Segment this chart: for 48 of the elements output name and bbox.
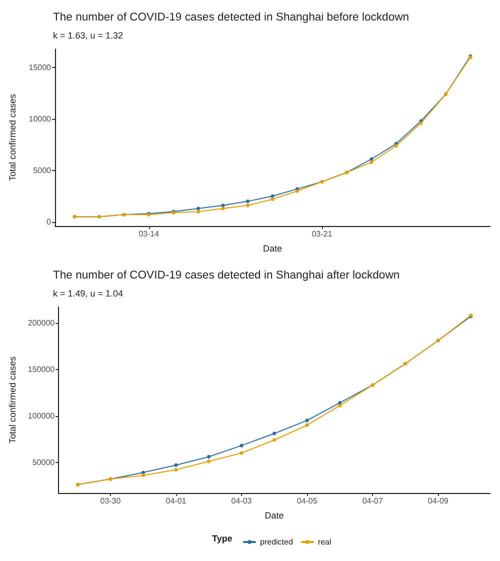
- x-tick-label: 03-30: [100, 496, 122, 506]
- chart-subtitle: k = 1.49, u = 1.04: [53, 288, 124, 298]
- point: [305, 423, 309, 427]
- point: [240, 444, 244, 448]
- point: [240, 451, 244, 455]
- y-tick-label: 100000: [28, 411, 56, 420]
- point: [206, 454, 211, 459]
- point: [272, 438, 276, 442]
- y-tick-label: 200000: [28, 318, 56, 328]
- point: [338, 404, 342, 408]
- y-tick-label: 150000: [28, 364, 56, 374]
- x-tick-label: 04-05: [296, 496, 318, 506]
- point: [246, 204, 250, 208]
- point: [196, 210, 200, 214]
- x-tick-label: 04-09: [428, 496, 449, 506]
- point: [246, 200, 250, 204]
- legend-label: real: [318, 538, 332, 546]
- x-axis-title: Date: [264, 510, 284, 520]
- point: [338, 400, 342, 405]
- point: [272, 432, 276, 436]
- point: [174, 463, 178, 467]
- y-tick-label: 10000: [28, 114, 52, 124]
- chart-title: The number of COVID-19 cases detected in Shanghai after lockdown: [53, 270, 400, 282]
- x-tick-label: 04-03: [231, 496, 252, 506]
- point: [370, 160, 374, 164]
- x-tick-label: 04-01: [166, 496, 187, 506]
- x-tick-label: 03-21: [312, 230, 333, 238]
- x-tick-label: 04-07: [362, 496, 384, 506]
- y-tick-label: 15000: [28, 63, 52, 72]
- point: [196, 206, 200, 210]
- y-tick-label: 50000: [32, 458, 56, 467]
- chart-subtitle: k = 1.63, u = 1.32: [53, 30, 124, 40]
- x-axis-title: Date: [262, 244, 282, 254]
- legend-title: Type: [212, 534, 232, 544]
- point: [141, 474, 146, 478]
- y-axis-title: Total confirmed cases: [8, 93, 18, 182]
- chart-title: The number of COVID-19 cases detected in Shanghai before lockdown: [53, 12, 410, 24]
- point: [174, 468, 178, 472]
- point: [221, 206, 225, 210]
- x-tick-label: 03-14: [138, 230, 160, 238]
- point: [270, 197, 274, 202]
- point: [305, 418, 309, 422]
- legend-label: predicted: [260, 538, 293, 546]
- y-tick-label: 0: [46, 217, 52, 226]
- y-tick-label: 5000: [33, 166, 52, 175]
- point: [394, 144, 398, 148]
- point: [206, 460, 211, 464]
- y-axis-title: Total confirmed cases: [8, 356, 18, 444]
